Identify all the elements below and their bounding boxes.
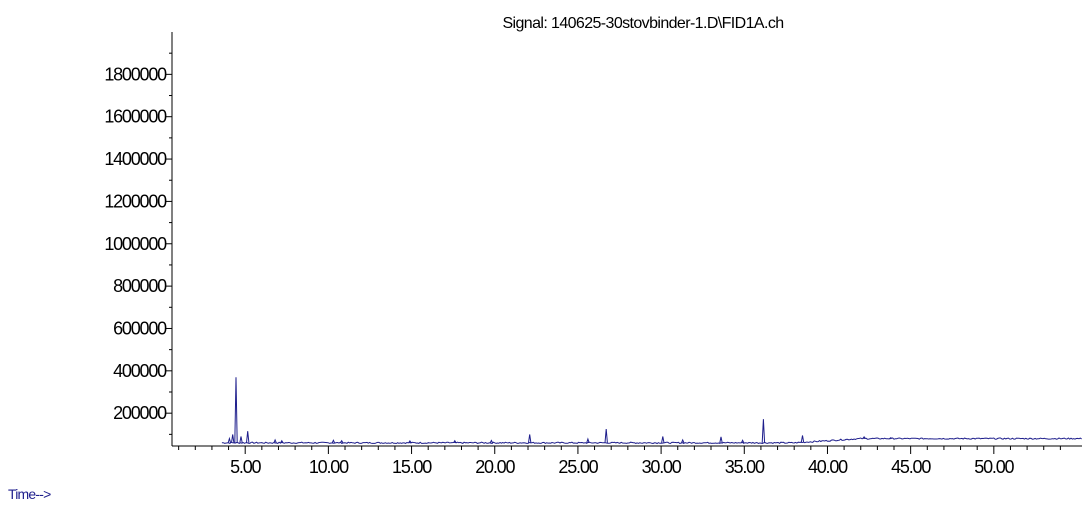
peak [528, 434, 532, 443]
x-tick-label: 30.00 [642, 457, 682, 477]
series-layer [221, 377, 1082, 445]
x-tick-label: 25.00 [558, 457, 598, 477]
peak [889, 437, 893, 439]
y-tick-label: 200000 [113, 403, 167, 423]
peak [862, 436, 866, 439]
y-tick-label: 1000000 [104, 234, 167, 254]
peak [340, 439, 344, 444]
x-tick-label: 40.00 [808, 457, 848, 477]
y-axis: 200000 400000 600000 800000 1000000 1200000 14… [104, 32, 173, 446]
x-tick-label: 50.00 [974, 457, 1014, 477]
peak [800, 435, 805, 443]
peak [661, 436, 665, 443]
peak [408, 439, 412, 444]
peak [453, 439, 457, 444]
x-tick-label: 15.00 [392, 457, 432, 477]
peak [280, 439, 284, 444]
chart-title: Signal: 140625-30stovbinder-1.D\FID1A.ch [502, 15, 783, 32]
peak [231, 434, 235, 443]
x-tick-label: 20.00 [475, 457, 515, 477]
peak [239, 436, 243, 443]
x-tick-label: 10.00 [309, 457, 349, 477]
peak [246, 431, 250, 443]
peak [681, 438, 685, 443]
peak [331, 439, 336, 444]
x-tick-label: 45.00 [891, 457, 931, 477]
peak [489, 439, 494, 444]
y-tick-label: 800000 [113, 276, 167, 296]
y-tick-label: 400000 [113, 361, 167, 381]
y-tick-label: 1800000 [104, 64, 167, 84]
y-tick-label: 1600000 [104, 107, 167, 127]
peak [234, 377, 238, 443]
y-tick-label: 1400000 [104, 149, 167, 169]
x-axis: 5.00 10.00 15.00 20.00 25.00 30.00 35.00 40.00 4… [172, 445, 1082, 477]
x-axis-label: Time--> [8, 486, 51, 502]
peak [604, 429, 608, 443]
y-tick-label: 600000 [113, 318, 167, 338]
peak [273, 438, 277, 443]
x-tick-label: 5.00 [230, 457, 261, 477]
peak [719, 436, 723, 443]
peak [761, 419, 766, 443]
series-line [221, 437, 1082, 445]
peak [740, 439, 745, 444]
x-tick-label: 35.00 [725, 457, 765, 477]
peak [227, 436, 232, 443]
y-tick-label: 1200000 [104, 191, 167, 211]
peak [586, 437, 590, 443]
